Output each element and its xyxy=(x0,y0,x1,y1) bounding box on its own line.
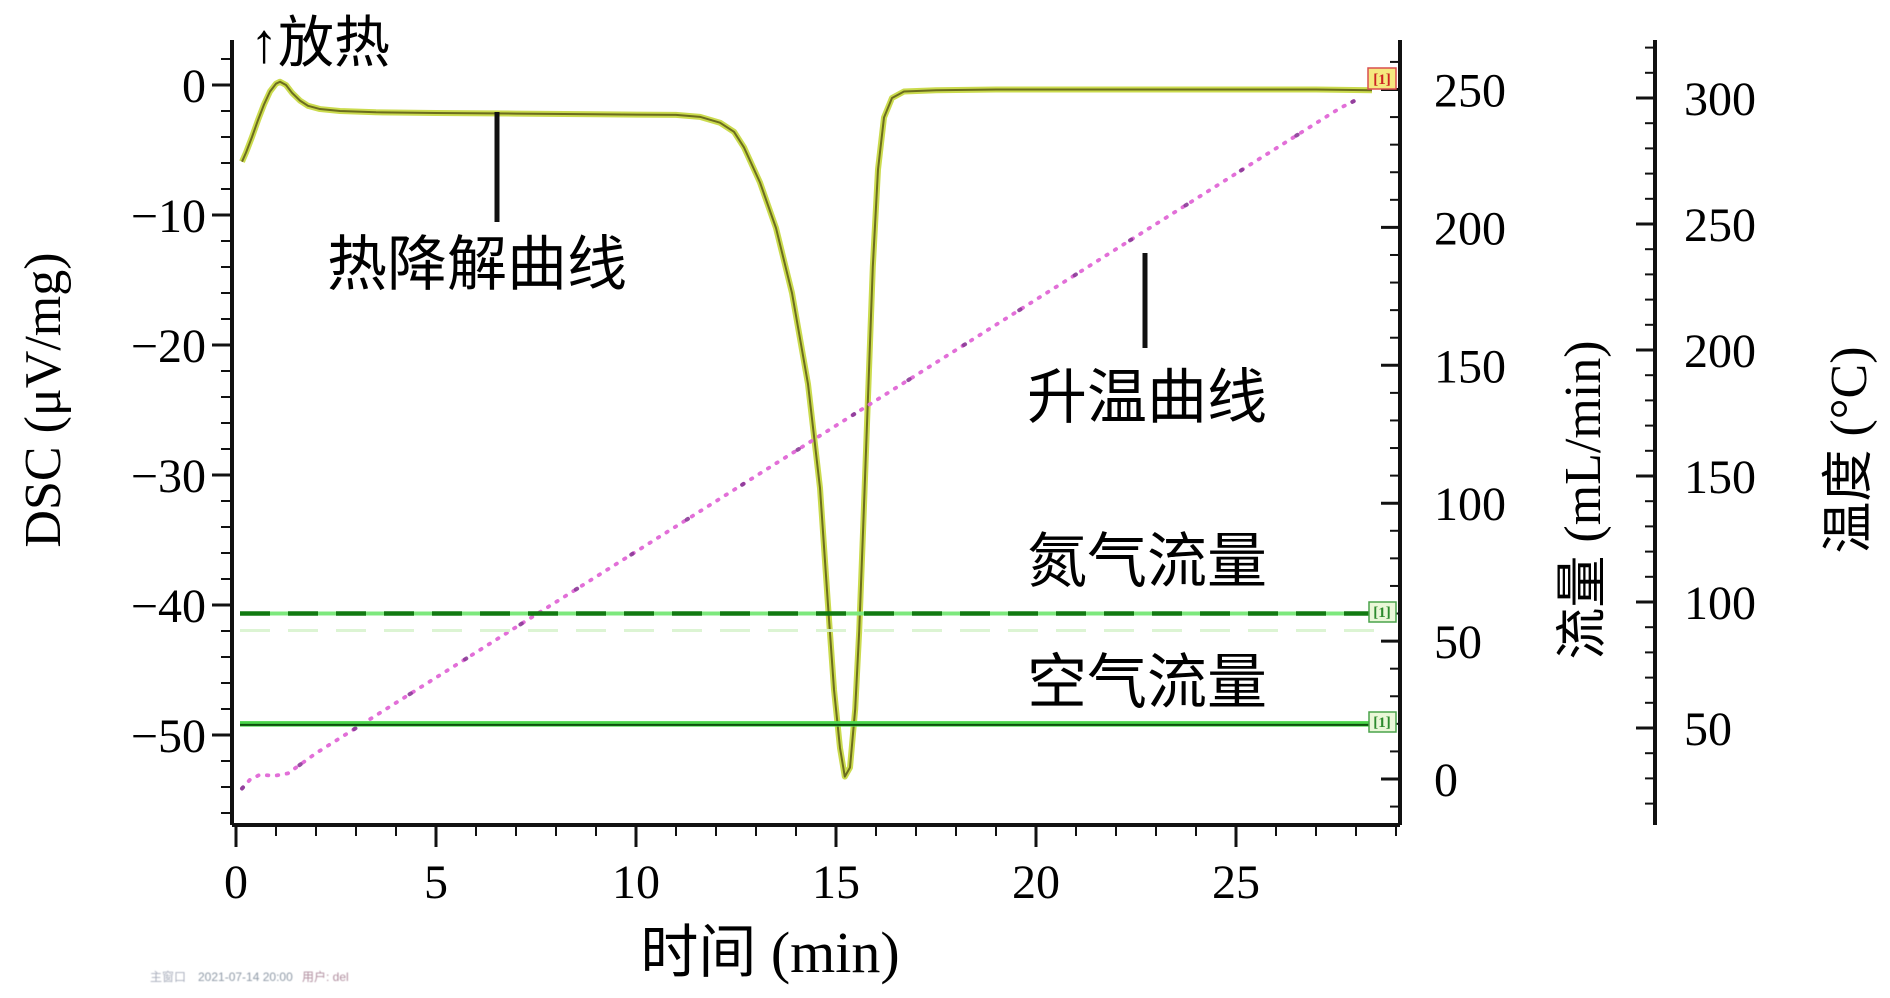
svg-text:100: 100 xyxy=(1434,478,1506,531)
nitrogen-flow-label: 氮气流量 xyxy=(1027,529,1267,595)
dsc-curve xyxy=(239,78,1373,780)
svg-text:−20: −20 xyxy=(131,320,206,373)
dsc-axis-ticks: 0 −10 −20 −30 −40 −50 xyxy=(131,58,232,814)
dsc-axis-title: DSC (μV/mg) xyxy=(15,252,72,547)
svg-text:200: 200 xyxy=(1434,202,1506,255)
air-flow-line xyxy=(240,721,1376,727)
dsc-curve-marker-text: [1] xyxy=(1373,72,1391,88)
svg-text:200: 200 xyxy=(1684,325,1756,378)
svg-text:150: 150 xyxy=(1434,340,1506,393)
svg-text:0: 0 xyxy=(1434,754,1458,807)
exo-up-annotation: ↑放热 xyxy=(250,13,390,75)
flow-axis-title: 流量 (mL/min) xyxy=(1555,340,1612,659)
footer-user: 用户: del xyxy=(302,969,349,984)
svg-text:150: 150 xyxy=(1684,451,1756,504)
svg-text:0: 0 xyxy=(182,60,206,113)
nitrogen-flow-end-marker: [1] xyxy=(1368,601,1397,623)
svg-text:25: 25 xyxy=(1212,856,1260,909)
svg-text:250: 250 xyxy=(1434,65,1506,118)
nitrogen-flow-marker-text: [1] xyxy=(1373,605,1391,621)
temperature-curve xyxy=(240,96,1362,791)
svg-text:−50: −50 xyxy=(131,710,206,763)
heating-curve-label: 升温曲线 xyxy=(1027,365,1267,431)
svg-text:20: 20 xyxy=(1012,856,1060,909)
footer-window-label: 主窗口 xyxy=(150,970,186,984)
axes xyxy=(230,40,1657,827)
svg-text:−30: −30 xyxy=(131,450,206,503)
footer-datetime: 2021-07-14 20:00 xyxy=(198,970,293,984)
nitrogen-flow-line xyxy=(240,611,1376,633)
svg-text:50: 50 xyxy=(1684,703,1732,756)
dsc-curve-end-marker: [1] xyxy=(1367,67,1397,90)
svg-text:0: 0 xyxy=(224,856,248,909)
temp-axis-ticks: 50 100 150 200 250 300 xyxy=(1636,46,1756,805)
dsc-curve-label: 热降解曲线 xyxy=(327,232,627,298)
time-axis-title: 时间 (min) xyxy=(640,920,899,985)
svg-text:−10: −10 xyxy=(131,190,206,243)
svg-text:−40: −40 xyxy=(131,580,206,633)
svg-text:15: 15 xyxy=(812,856,860,909)
air-flow-label: 空气流量 xyxy=(1027,650,1267,716)
temp-axis-title: 温度 (°C) xyxy=(1821,346,1878,553)
svg-text:300: 300 xyxy=(1684,73,1756,126)
svg-text:10: 10 xyxy=(612,856,660,909)
svg-text:5: 5 xyxy=(424,856,448,909)
svg-text:100: 100 xyxy=(1684,577,1756,630)
svg-text:250: 250 xyxy=(1684,199,1756,252)
x-axis-ticks: 0 5 10 15 20 25 xyxy=(224,825,1397,909)
flow-axis-ticks: 0 50 100 150 200 250 xyxy=(1381,60,1506,808)
air-flow-marker-text: [1] xyxy=(1373,715,1391,731)
svg-text:50: 50 xyxy=(1434,616,1482,669)
air-flow-end-marker: [1] xyxy=(1368,711,1397,733)
